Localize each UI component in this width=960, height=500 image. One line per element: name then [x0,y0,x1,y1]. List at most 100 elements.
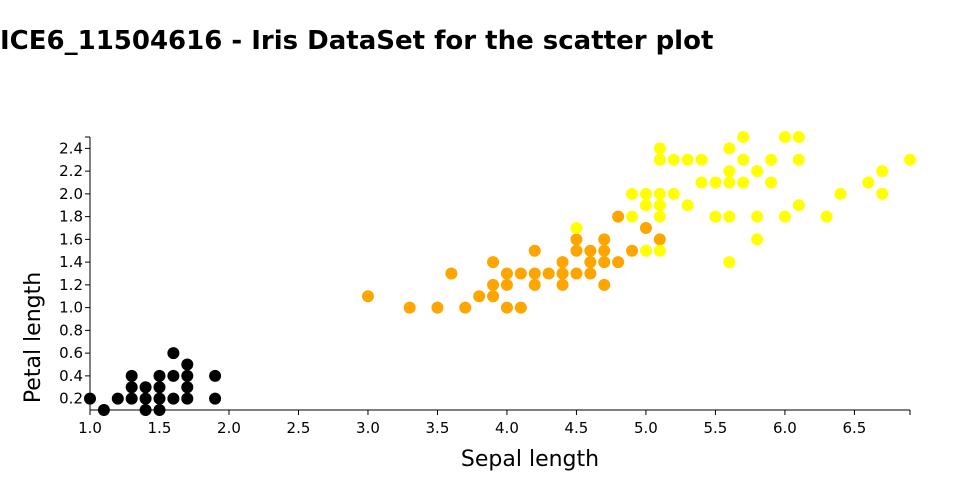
y-tick-label: 0.2 [59,390,83,408]
data-point [125,392,138,405]
data-point [653,142,666,155]
data-point [584,244,597,257]
x-tick-label: 1.5 [148,419,172,437]
data-point [723,256,736,269]
data-point [181,392,194,405]
data-point [153,381,166,394]
y-axis-label: Petal length [21,272,46,403]
data-point [487,290,500,303]
data-point [473,290,486,303]
page-title: ICE6_11504616 - Iris DataSet for the sca… [0,26,714,56]
data-point [514,267,527,280]
data-point [445,267,458,280]
x-tick-label: 3.5 [426,419,450,437]
x-tick-label: 2.5 [287,419,311,437]
x-tick-label: 5.5 [703,419,727,437]
data-point [403,301,416,314]
data-point [459,301,472,314]
data-point [653,153,666,166]
data-point [653,244,666,257]
data-point [862,176,875,189]
data-point [500,267,513,280]
data-point [778,210,791,223]
data-point [667,153,680,166]
data-point [723,165,736,178]
data-point [542,267,555,280]
data-point [737,153,750,166]
data-point [153,392,166,405]
data-point [556,256,569,269]
data-point [792,131,805,143]
data-point [125,369,138,382]
data-point [181,381,194,394]
data-point [626,244,639,257]
data-point [653,199,666,212]
data-point [612,256,625,269]
data-point [598,244,611,257]
data-point [556,267,569,280]
data-point [876,187,889,200]
data-point [431,301,444,314]
data-point [709,176,722,189]
data-point [528,267,541,280]
x-tick-label: 3.0 [356,419,380,437]
y-tick-label: 1.4 [59,253,83,271]
data-point [556,278,569,291]
data-point [612,210,625,223]
data-point [695,153,708,166]
data-point [723,210,736,223]
y-tick-label: 0.4 [59,367,83,385]
data-point [792,199,805,212]
data-point [570,222,583,234]
data-point [653,210,666,223]
data-point [626,210,639,223]
x-tick-label: 5.0 [634,419,658,437]
data-point [598,256,611,269]
data-point [584,267,597,280]
data-point [695,176,708,189]
data-point [904,153,916,166]
data-point [111,392,124,405]
data-point [139,392,152,405]
data-point [653,233,666,246]
data-point [751,233,764,246]
data-point [500,301,513,314]
data-point [528,278,541,291]
y-tick-label: 2.4 [59,139,83,157]
data-point [765,153,778,166]
data-point [500,278,513,291]
data-point [570,267,583,280]
scatter-points [84,131,916,416]
data-point [167,392,180,405]
data-point [598,233,611,246]
y-tick-label: 1.2 [59,276,83,294]
data-point [639,244,652,257]
data-point [653,187,666,200]
x-tick-label: 6.5 [842,419,866,437]
data-point [876,165,889,178]
data-point [765,176,778,189]
y-tick-label: 1.8 [59,208,83,226]
data-point [681,199,694,212]
y-tick-label: 2.0 [59,185,83,203]
data-point [751,165,764,178]
data-point [598,278,611,291]
data-point [125,381,138,394]
data-point [584,256,597,269]
data-point [723,176,736,189]
data-point [639,222,652,234]
data-point [709,210,722,223]
data-point [681,153,694,166]
data-point [487,256,500,269]
data-point [181,369,194,382]
data-point [514,301,527,314]
data-point [639,199,652,212]
data-point [209,392,222,405]
y-tick-label: 1.0 [59,299,83,317]
y-axis: 0.2 0.4 0.6 0.8 1.0 1.2 1.4 1.6 1.8 2.0 2.2 2.4 [59,136,91,410]
data-point [528,244,541,257]
data-point [153,369,166,382]
y-tick-label: 2.2 [59,162,83,180]
data-point [639,187,652,200]
